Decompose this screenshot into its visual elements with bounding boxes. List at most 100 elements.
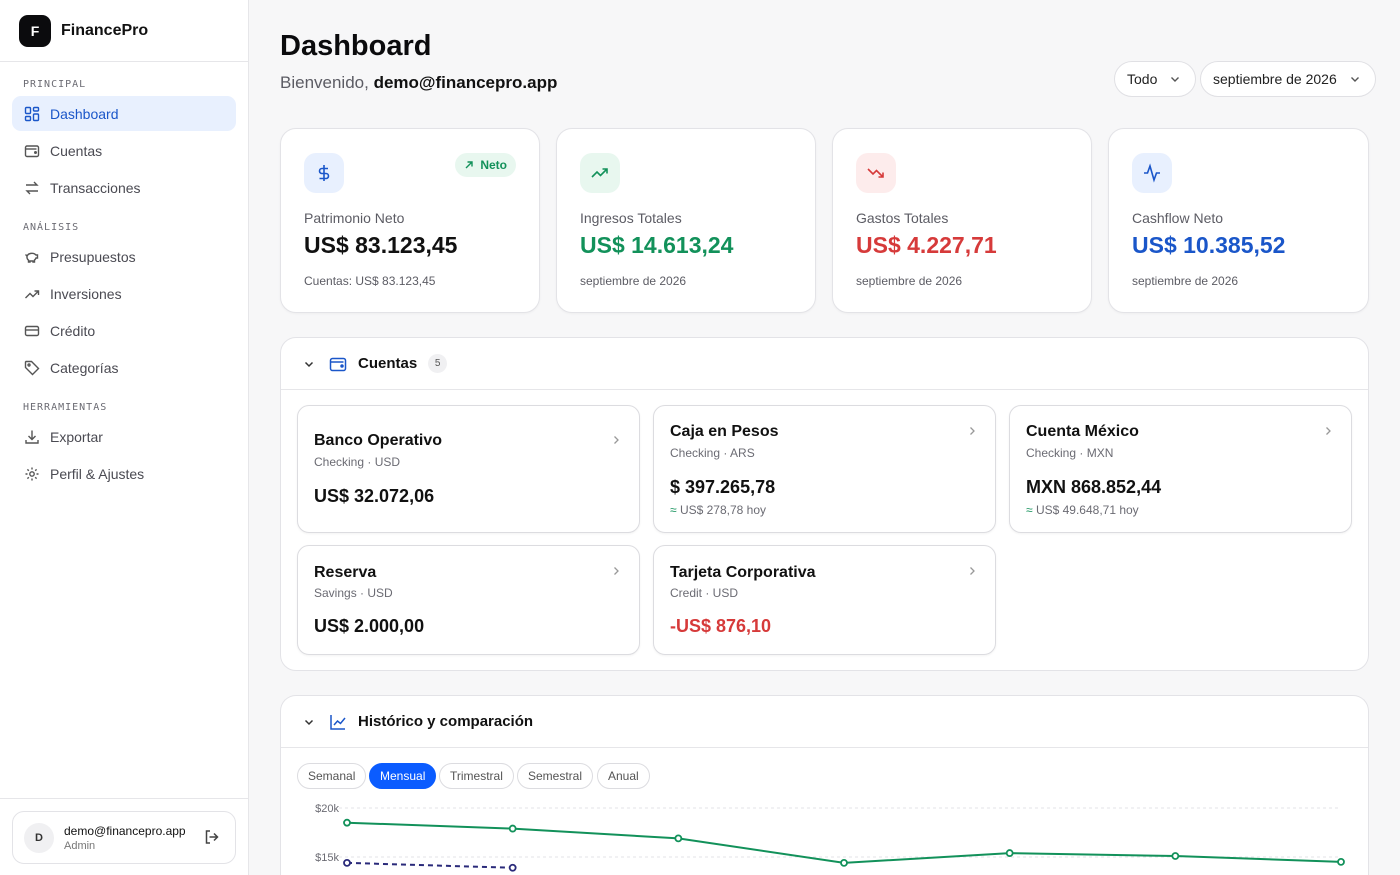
count-badge: 5 — [428, 354, 448, 373]
period-tab-mensual[interactable]: Mensual — [369, 763, 437, 789]
account-balance: -US$ 876,10 — [670, 616, 772, 636]
kpi-card-gastos: Gastos Totales US$ 4.227,71 septiembre d… — [832, 128, 1092, 313]
logout-icon[interactable] — [203, 828, 221, 846]
kpi-card-ingresos: Ingresos Totales US$ 14.613,24 septiembr… — [556, 128, 816, 313]
y-tick-label: $15k — [315, 852, 339, 864]
kpi-sub: septiembre de 2026 — [856, 274, 963, 288]
welcome-prefix: Bienvenido, — [280, 73, 369, 92]
user-role: Admin — [64, 839, 96, 852]
history-chart: $20k $15k — [315, 803, 1345, 872]
sidebar-item-label: Presupuestos — [50, 248, 136, 265]
filter-select-value: Todo — [1127, 71, 1158, 87]
sidebar-item-label: Cuentas — [50, 142, 103, 159]
chevron-down-icon[interactable] — [303, 716, 315, 728]
activity-icon — [1144, 163, 1160, 183]
sidebar-item-exportar[interactable]: Exportar — [12, 419, 236, 454]
kpi-label: Cashflow Neto — [1132, 210, 1224, 226]
line-chart-icon — [330, 714, 346, 730]
accounts-panel-header[interactable]: Cuentas 5 — [281, 338, 1368, 390]
converted-value: US$ 278,78 hoy — [679, 503, 766, 517]
user-card[interactable]: D demo@financepro.app Admin — [12, 811, 236, 864]
kpi-value: US$ 83.123,45 — [304, 232, 458, 258]
series-line-1 — [346, 861, 513, 869]
sidebar-item-dashboard[interactable]: Dashboard — [12, 96, 236, 131]
account-type: Savings · USD — [314, 586, 393, 600]
data-point[interactable] — [1171, 852, 1180, 860]
sidebar-item-label: Perfil & Ajustes — [50, 465, 145, 482]
brand-name: FinancePro — [61, 21, 149, 39]
period-tab-anual[interactable]: Anual — [597, 763, 650, 789]
account-card-cuenta-mexico[interactable]: Cuenta México Checking · MXN MXN 868.852… — [1009, 405, 1352, 533]
brand[interactable]: F FinancePro — [0, 0, 248, 62]
panel-title: Histórico y comparación — [358, 713, 534, 730]
chevron-down-icon — [1171, 77, 1180, 82]
kpi-card-cashflow: Cashflow Neto US$ 10.385,52 septiembre d… — [1108, 128, 1369, 313]
trending-up-icon — [591, 168, 608, 178]
chevron-right-icon — [614, 436, 619, 444]
kpi-value: US$ 4.227,71 — [856, 232, 997, 258]
approx-symbol: ≈ — [670, 503, 677, 517]
history-panel-header[interactable]: Histórico y comparación — [281, 696, 1368, 748]
sidebar-item-perfil-ajustes[interactable]: Perfil & Ajustes — [12, 456, 236, 491]
period-select[interactable]: septiembre de 2026 — [1200, 61, 1376, 97]
sidebar-item-cuentas[interactable]: Cuentas — [12, 133, 236, 168]
sidebar-item-credito[interactable]: Crédito — [12, 313, 236, 348]
panel-title: Cuentas — [358, 355, 418, 372]
account-balance: US$ 32.072,06 — [314, 486, 435, 506]
account-card-caja-pesos[interactable]: Caja en Pesos Checking · ARS $ 397.265,7… — [653, 405, 996, 533]
data-point[interactable] — [840, 858, 848, 867]
kpi-icon-box — [856, 153, 896, 193]
data-point[interactable] — [508, 824, 517, 833]
kpi-sub: Cuentas: US$ 83.123,45 — [304, 274, 436, 288]
account-type: Checking · MXN — [1026, 446, 1114, 460]
approx-symbol: ≈ — [1026, 503, 1033, 517]
account-name: Reserva — [314, 564, 377, 581]
sidebar-item-label: Crédito — [50, 322, 96, 339]
sidebar-item-transacciones[interactable]: Transacciones — [12, 170, 236, 205]
sidebar-item-presupuestos[interactable]: Presupuestos — [12, 239, 236, 274]
sidebar-item-inversiones[interactable]: Inversiones — [12, 276, 236, 311]
account-name: Caja en Pesos — [670, 423, 779, 440]
data-point[interactable] — [1337, 858, 1345, 866]
account-converted: ≈ US$ 278,78 hoy — [670, 503, 766, 517]
account-card-tarjeta-corporativa[interactable]: Tarjeta Corporativa Credit · USD -US$ 87… — [653, 545, 996, 655]
data-point[interactable] — [674, 834, 683, 843]
data-point[interactable] — [343, 818, 351, 827]
credit-card-icon — [24, 325, 40, 336]
chevron-down-icon[interactable] — [303, 358, 315, 370]
account-card-banco-operativo[interactable]: Banco Operativo Checking · USD US$ 32.07… — [297, 405, 640, 533]
chevron-right-icon — [614, 567, 619, 575]
user-email: demo@financepro.app — [64, 823, 186, 838]
chevron-right-icon — [970, 427, 975, 435]
data-point[interactable] — [508, 863, 517, 872]
wallet-icon — [24, 144, 40, 157]
data-point[interactable] — [343, 858, 351, 867]
period-tab-trimestral[interactable]: Trimestral — [439, 763, 514, 789]
dashboard-icon — [24, 106, 40, 121]
sidebar-item-label: Dashboard — [50, 105, 119, 122]
arrows-icon — [25, 181, 39, 194]
kpi-label: Gastos Totales — [856, 210, 949, 226]
chevron-right-icon — [970, 567, 975, 575]
account-card-reserva[interactable]: Reserva Savings · USD US$ 2.000,00 — [297, 545, 640, 655]
welcome-user: demo@financepro.app — [373, 73, 558, 92]
page-title: Dashboard — [280, 30, 432, 62]
piggy-bank-icon — [25, 252, 39, 263]
period-tab-semanal[interactable]: Semanal — [297, 763, 367, 789]
period-tab-semestral[interactable]: Semestral — [517, 763, 594, 789]
sidebar-divider — [0, 798, 249, 799]
wallet-icon — [329, 357, 347, 371]
account-name: Banco Operativo — [314, 432, 443, 449]
period-select-value: septiembre de 2026 — [1213, 71, 1337, 87]
y-tick-label: $20k — [315, 803, 339, 815]
kpi-value: US$ 10.385,52 — [1132, 232, 1286, 258]
sidebar-item-categorias[interactable]: Categorías — [12, 350, 236, 385]
dollar-icon — [318, 165, 330, 181]
kpi-label: Ingresos Totales — [580, 210, 682, 226]
sidebar-item-label: Categorías — [50, 359, 119, 376]
account-balance: $ 397.265,78 — [670, 477, 776, 497]
account-type: Checking · USD — [314, 455, 401, 469]
sidebar-item-label: Inversiones — [50, 285, 122, 302]
filter-select[interactable]: Todo — [1114, 61, 1197, 97]
data-point[interactable] — [1005, 849, 1014, 857]
